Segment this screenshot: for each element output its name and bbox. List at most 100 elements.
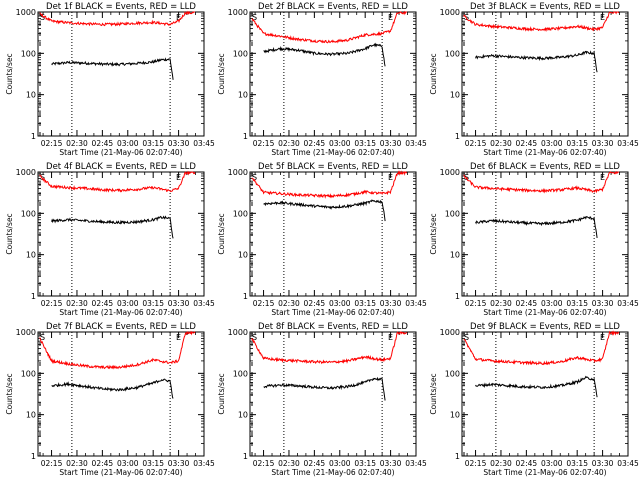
events-series-line [263,376,386,401]
x-tick-label: 03:00 [117,459,139,468]
end-flag-label: E [176,333,181,342]
y-axis-label: Counts/sec [429,373,438,414]
chart-title: Det 7f BLACK = Events, RED = LLD [46,322,196,332]
x-tick-label: 03:15 [354,139,376,148]
events-series-line [263,199,386,222]
y-tick-label: 1 [455,452,460,461]
y-axis-label: Counts/sec [5,213,14,254]
y-tick-label: 1 [243,132,248,141]
lld-series-line [251,331,408,365]
x-tick-label: 03:00 [117,139,139,148]
events-series-line [51,215,174,239]
y-tick-label: 1000 [228,328,248,337]
x-tick-label: 03:00 [541,139,563,148]
x-tick-label: 03:45 [617,299,639,308]
x-tick-label: 03:00 [329,459,351,468]
x-tick-label: 03:00 [329,139,351,148]
y-axis-label: Counts/sec [217,53,226,94]
y-tick-label: 100 [233,369,248,378]
x-tick-label: 02:45 [92,299,114,308]
x-axis-label: Start Time (21-May-06 02:07:40) [483,148,606,157]
x-tick-label: 02:15 [41,459,63,468]
x-tick-label: 03:15 [354,459,376,468]
x-tick-label: 03:45 [617,139,639,148]
y-tick-label: 1 [243,452,248,461]
x-tick-label: 02:45 [92,459,114,468]
events-series-line [475,50,598,73]
chart-panel-9: Det 9f BLACK = Events, RED = LLD 1 10 100 10… [429,322,639,477]
x-tick-label: 03:30 [380,299,402,308]
x-tick-label: 02:15 [465,459,487,468]
x-tick-label: 02:30 [66,299,88,308]
chart-panel-8: Det 8f BLACK = Events, RED = LLD 1 10 100 10… [217,322,427,477]
end-flag-label: E [600,333,605,342]
y-tick-label: 1000 [16,8,36,17]
plot-frame [37,11,205,137]
lld-series-line [463,330,620,366]
chart-panel-5: Det 5f BLACK = Events, RED = LLD 1 10 100 10… [217,162,427,317]
lld-series-line [463,170,619,194]
x-axis-label: Start Time (21-May-06 02:07:40) [483,468,606,477]
x-tick-label: 03:30 [592,299,614,308]
y-axis-label: Counts/sec [217,373,226,414]
start-flag-label: S [464,333,469,342]
x-tick-label: 02:30 [66,459,88,468]
x-tick-label: 02:30 [490,459,512,468]
y-tick-label: 10 [26,251,36,260]
y-tick-label: 10 [238,91,248,100]
x-tick-label: 03:15 [142,139,164,148]
y-tick-label: 10 [26,411,36,420]
x-tick-label: 03:30 [380,459,402,468]
y-tick-label: 1 [31,292,36,301]
x-tick-label: 02:30 [278,459,300,468]
y-axis-label: Counts/sec [429,213,438,254]
y-tick-label: 100 [21,49,36,58]
x-tick-label: 03:45 [405,139,427,148]
x-axis-label: Start Time (21-May-06 02:07:40) [483,308,606,317]
x-tick-label: 03:30 [168,459,190,468]
y-tick-label: 100 [445,369,460,378]
x-tick-label: 02:30 [278,299,300,308]
y-axis-label: Counts/sec [5,373,14,414]
chart-title: Det 9f BLACK = Events, RED = LLD [470,322,620,332]
x-tick-label: 03:45 [617,459,639,468]
y-tick-label: 100 [233,209,248,218]
x-axis-label: Start Time (21-May-06 02:07:40) [271,308,394,317]
y-tick-label: 1000 [228,8,248,17]
x-tick-label: 03:30 [592,459,614,468]
end-flag-label: E [388,333,393,342]
y-axis-label: Counts/sec [5,53,14,94]
y-tick-label: 1000 [228,168,248,177]
x-tick-label: 03:00 [329,299,351,308]
x-tick-label: 03:45 [193,459,215,468]
end-flag-label: E [176,13,181,22]
plot-frame [249,331,417,457]
y-tick-label: 100 [445,49,460,58]
chart-title: Det 4f BLACK = Events, RED = LLD [46,162,196,172]
x-tick-label: 03:15 [354,299,376,308]
x-tick-label: 03:45 [193,139,215,148]
x-tick-label: 02:15 [253,459,275,468]
x-tick-label: 02:30 [490,299,512,308]
start-flag-label: S [40,13,45,22]
x-tick-label: 03:15 [566,459,588,468]
plot-frame [249,171,417,297]
start-flag-label: S [252,173,257,182]
x-axis-label: Start Time (21-May-06 02:07:40) [59,148,182,157]
events-series-line [263,42,386,67]
x-tick-label: 03:00 [541,459,563,468]
y-tick-label: 1 [455,292,460,301]
y-tick-label: 1 [31,132,36,141]
chart-title: Det 3f BLACK = Events, RED = LLD [470,2,620,12]
x-tick-label: 03:45 [405,459,427,468]
plot-frame [37,331,205,457]
plot-frame [461,331,629,457]
x-tick-label: 02:30 [490,139,512,148]
x-tick-label: 02:45 [516,299,538,308]
y-tick-label: 10 [450,251,460,260]
x-tick-label: 03:00 [117,299,139,308]
x-tick-label: 02:30 [66,139,88,148]
x-tick-label: 03:45 [405,299,427,308]
lld-series-line [463,11,620,32]
